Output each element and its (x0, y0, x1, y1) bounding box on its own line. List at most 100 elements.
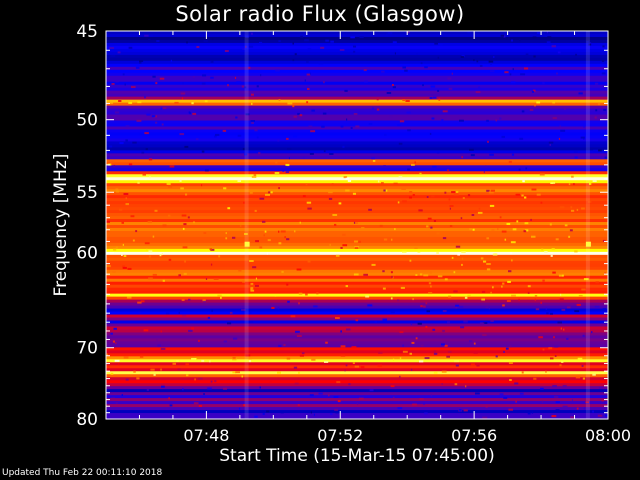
heatmap-speckle (399, 375, 401, 378)
heatmap-speckle (583, 125, 585, 128)
x-tick-label: 07:48 (183, 426, 229, 445)
heatmap-speckle (160, 368, 162, 371)
heatmap-speckle (255, 277, 257, 280)
heatmap-row (106, 102, 608, 107)
heatmap-speckle (250, 32, 253, 35)
heatmap-speckle (135, 230, 138, 233)
heatmap-speckle (509, 73, 512, 76)
heatmap-speckle (461, 251, 466, 254)
heatmap-row (106, 195, 608, 199)
heatmap-speckle (110, 372, 114, 375)
heatmap-speckle (266, 252, 268, 255)
heatmap-speckle (340, 330, 342, 333)
heatmap-speckle (605, 414, 608, 417)
heatmap-speckle (558, 137, 561, 140)
heatmap-speckle (390, 385, 395, 388)
heatmap-speckle (307, 207, 312, 210)
heatmap-row (106, 299, 608, 304)
heatmap-speckle (433, 350, 437, 353)
heatmap-speckle (168, 397, 170, 400)
heatmap-speckle (409, 191, 413, 193)
heatmap-speckle (146, 248, 148, 251)
heatmap-speckle (324, 361, 329, 363)
heatmap-speckle (448, 87, 453, 90)
heatmap-speckle (461, 156, 463, 159)
heatmap-speckle (345, 285, 348, 288)
heatmap-speckle (520, 73, 526, 76)
heatmap-speckle (274, 172, 280, 174)
heatmap-speckle (505, 347, 509, 350)
heatmap-speckle (379, 224, 383, 227)
heatmap-row (106, 207, 608, 211)
heatmap-speckle (249, 321, 254, 323)
heatmap-speckle (411, 163, 415, 166)
heatmap-speckle (549, 143, 551, 146)
heatmap-speckle (252, 266, 257, 269)
heatmap-speckle (426, 225, 429, 228)
heatmap-speckle (287, 102, 293, 105)
heatmap-speckle (515, 400, 517, 403)
heatmap-speckle (214, 135, 217, 138)
heatmap-speckle (540, 301, 542, 304)
heatmap-speckle (218, 255, 221, 258)
heatmap-speckle (116, 190, 119, 193)
heatmap-speckle (136, 377, 140, 380)
heatmap-speckle (251, 175, 257, 178)
heatmap-speckle (539, 173, 545, 176)
heatmap-row (106, 210, 608, 214)
heatmap-speckle (432, 165, 437, 168)
heatmap-speckle (394, 228, 396, 231)
heatmap-speckle (476, 60, 479, 63)
heatmap-speckle (111, 397, 115, 400)
heatmap-speckle (110, 101, 114, 104)
heatmap-speckle (392, 358, 395, 361)
heatmap-speckle (461, 263, 463, 266)
heatmap-speckle (340, 246, 343, 249)
heatmap-speckle (544, 251, 548, 254)
heatmap-row (106, 162, 608, 166)
heatmap-speckle (125, 203, 129, 206)
heatmap-speckle (594, 116, 597, 119)
heatmap-speckle (110, 55, 116, 57)
heatmap-speckle (119, 142, 124, 145)
heatmap-speckle (488, 191, 494, 194)
heatmap-speckle (500, 34, 505, 37)
heatmap-speckle (486, 263, 491, 265)
heatmap-speckle (518, 168, 521, 171)
heatmap-speckle (536, 32, 540, 34)
heatmap-speckle (424, 66, 428, 69)
heatmap-speckle (550, 357, 554, 360)
heatmap-speckle (142, 173, 146, 176)
heatmap-speckle (444, 278, 448, 281)
heatmap-speckle (232, 358, 237, 361)
heatmap-speckle (511, 39, 513, 42)
heatmap-speckle (160, 347, 166, 350)
heatmap-row (106, 338, 608, 342)
heatmap-speckle (278, 99, 281, 102)
heatmap-speckle (201, 150, 205, 153)
heatmap-speckle (425, 325, 428, 328)
heatmap-speckle (237, 180, 242, 182)
heatmap-speckle (227, 207, 231, 210)
heatmap-speckle (519, 39, 521, 42)
heatmap-speckle (316, 292, 319, 295)
heatmap-speckle (299, 221, 301, 224)
heatmap-row (106, 332, 608, 337)
heatmap-row (106, 284, 608, 289)
heatmap-speckle (293, 135, 298, 138)
heatmap-speckle (490, 319, 494, 322)
heatmap-speckle (451, 72, 453, 75)
heatmap-speckle (425, 302, 428, 305)
heatmap-speckle (152, 273, 157, 276)
heatmap-speckle (274, 294, 277, 297)
heatmap-speckle (427, 217, 432, 220)
heatmap-speckle (253, 174, 257, 176)
heatmap-speckle (368, 208, 372, 211)
heatmap-speckle (288, 157, 290, 160)
heatmap-speckle (148, 158, 153, 161)
heatmap-row (106, 81, 608, 86)
heatmap-speckle (214, 380, 217, 383)
heatmap-row (106, 174, 608, 178)
heatmap-speckle (397, 201, 400, 204)
heatmap-speckle (501, 230, 507, 233)
